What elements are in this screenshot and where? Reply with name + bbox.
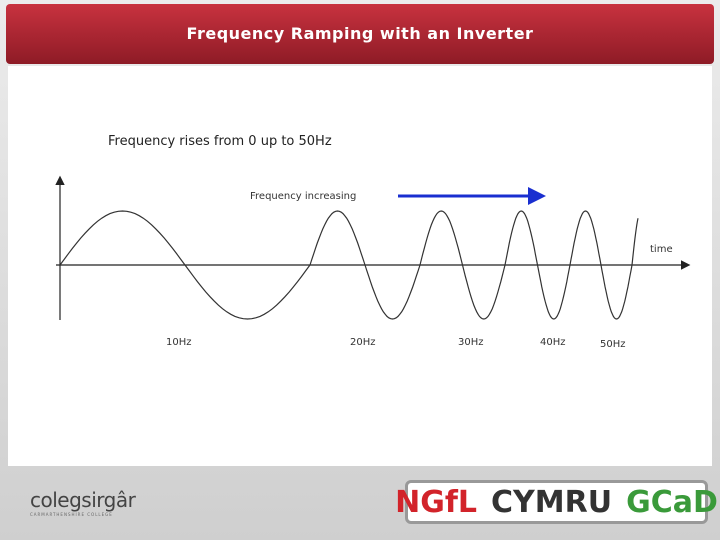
logo-part: NGfL	[395, 484, 478, 520]
college-name: colegsirgâr	[30, 488, 136, 512]
slide-title: Frequency Ramping with an Inverter	[186, 24, 534, 43]
frequency-label: 40Hz	[540, 337, 566, 348]
header-bar: Frequency Ramping with an Inverter	[6, 4, 714, 64]
logo-part: CYMRU	[491, 484, 613, 520]
arrow-label: Frequency increasing	[250, 191, 356, 202]
college-logo: colegsirgâr CARMARTHENSHIRE COLLEGE	[30, 488, 136, 517]
axis-label: time	[650, 244, 673, 255]
frequency-label: 10Hz	[166, 337, 192, 348]
content-area: Frequency rises from 0 up to 50Hz	[8, 66, 712, 466]
body-text: Frequency rises from 0 up to 50Hz	[108, 134, 332, 149]
sine-wave	[59, 210, 639, 320]
frequency-label: 50Hz	[600, 339, 626, 350]
college-subtitle: CARMARTHENSHIRE COLLEGE	[30, 512, 113, 517]
frequency-label: 30Hz	[458, 337, 484, 348]
partner-logo: NGfL CYMRU GCaD	[395, 480, 718, 524]
logo-part: GCaD	[626, 484, 718, 520]
frequency-label: 20Hz	[350, 337, 376, 348]
